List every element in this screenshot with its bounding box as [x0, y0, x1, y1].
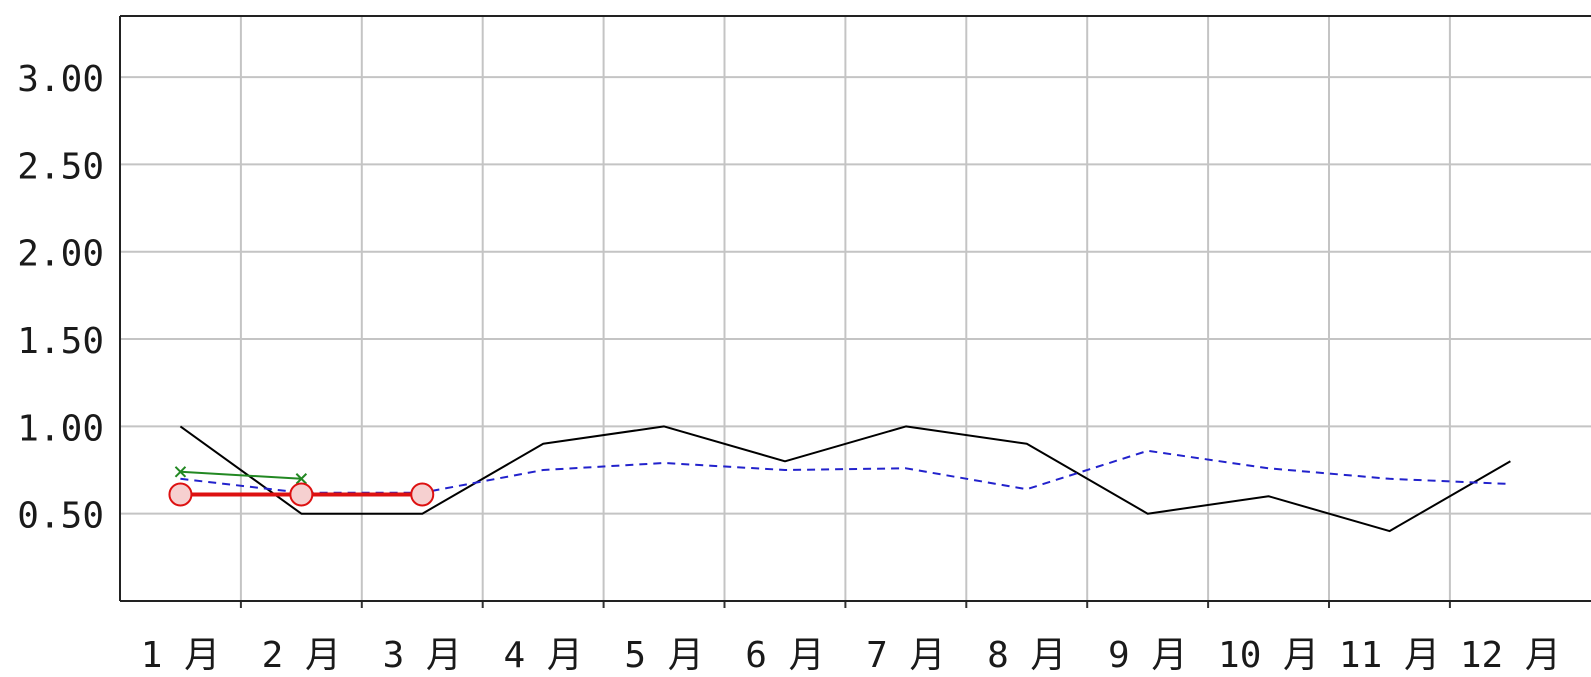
x-axis-tick-label: 9 月: [1108, 635, 1187, 676]
series-2-line: [180, 449, 1511, 494]
x-axis-tick-label: 4 月: [503, 635, 582, 676]
series-1-line: [179, 425, 1511, 533]
grid-lines: [120, 16, 1591, 601]
x-axis-tick-label: 12 月: [1460, 635, 1561, 676]
y-axis-tick-label: 0.50: [17, 496, 104, 537]
x-axis-tick-label: 6 月: [745, 635, 824, 676]
series-4-point: [410, 482, 435, 507]
x-axis-tick-label: 5 月: [624, 635, 703, 676]
axes: [119, 15, 1591, 608]
x-axis-tick-label: 7 月: [866, 635, 945, 676]
series-4-point: [168, 482, 193, 507]
series-group: [168, 425, 1511, 533]
x-axis-tick-label: 11 月: [1339, 635, 1440, 676]
series-4-point: [289, 482, 314, 507]
y-axis-tick-label: 1.50: [17, 321, 104, 362]
series-3-line: [180, 470, 302, 480]
y-axis-tick-label: 2.50: [17, 146, 104, 187]
x-axis-tick-label: 8 月: [987, 635, 1066, 676]
x-axis-tick-label: 3 月: [383, 635, 462, 676]
series-3-point: [174, 466, 187, 478]
y-axis-tick-label: 3.00: [17, 59, 104, 100]
x-axis-tick-label: 1 月: [141, 635, 220, 676]
series-3-point: [295, 473, 308, 485]
y-axis-tick-label: 1.00: [17, 408, 104, 449]
y-axis-tick-labels: 3.00 2.50 2.00 1.50 1.00 0.50: [17, 59, 104, 537]
x-axis-tick-label: 2 月: [262, 635, 341, 676]
y-axis-tick-label: 2.00: [17, 234, 104, 275]
x-axis-tick-labels: 1 月 2 月 3 月 4 月 5 月 6 月 7 月 8 月 9 月 10 月 11 月 12 月: [141, 635, 1561, 676]
x-axis-tick-label: 10 月: [1218, 635, 1319, 676]
